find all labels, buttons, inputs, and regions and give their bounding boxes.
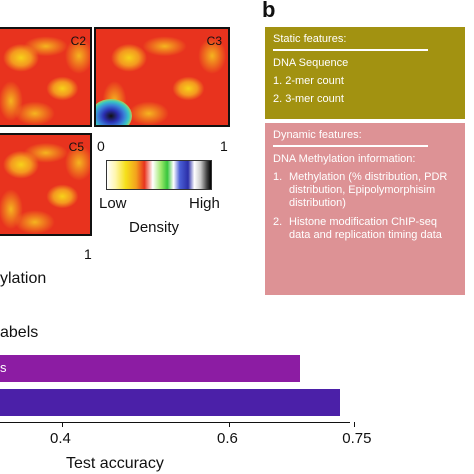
density-panel-c5: C5 [0, 133, 92, 236]
list-number: 1. [273, 171, 283, 183]
colorbar-low-label: Low [99, 195, 127, 212]
static-feature-item: 1. 2-mer count [273, 75, 344, 87]
x-tick-mark [228, 422, 230, 427]
accuracy-bar [0, 355, 300, 382]
static-feature-item: 2. 3-mer count [273, 93, 344, 105]
dynamic-features-subtitle: DNA Methylation information: [273, 153, 416, 165]
x-tick-label: 0.75 [342, 430, 372, 447]
c3-x-tick-0: 0 [97, 138, 105, 154]
x-axis-title: Test accuracy [66, 455, 164, 472]
panel-label-c2: C2 [70, 34, 86, 48]
x-axis-label-partial: ylation [0, 270, 47, 287]
bar-label: s [0, 360, 7, 375]
panel-label-c5: C5 [68, 140, 84, 154]
c3-x-tick-1: 1 [220, 138, 228, 154]
colorbar-high-label: High [189, 195, 220, 212]
dynamic-features-box: Dynamic features: DNA Methylation inform… [265, 123, 465, 295]
static-features-box: Static features: DNA Sequence 1. 2-mer c… [265, 27, 465, 119]
list-number: 2. [273, 216, 283, 228]
c5-x-tick-1: 1 [84, 246, 92, 262]
density-panel-c2: C2 [0, 27, 92, 127]
list-text: Methylation (% distribution, PDR distrib… [289, 171, 448, 209]
bar-section-label: abels [0, 324, 39, 341]
dynamic-feature-item: 2. Histone modification ChIP-seq data an… [273, 216, 457, 242]
static-features-rule [273, 49, 428, 51]
density-hotspot [96, 99, 132, 125]
dynamic-features-rule [273, 145, 428, 147]
x-tick-label: 0.6 [217, 430, 238, 447]
x-tick-mark [353, 422, 355, 427]
static-features-subtitle: DNA Sequence [273, 57, 349, 69]
dynamic-feature-item: 1. Methylation (% distribution, PDR dist… [273, 171, 457, 210]
list-text: Histone modification ChIP-seq data and r… [289, 216, 442, 241]
x-tick-mark [61, 422, 63, 427]
colorbar-title: Density [129, 219, 180, 236]
density-colorbar [106, 160, 212, 190]
dynamic-features-title: Dynamic features: [273, 129, 362, 141]
accuracy-bar [0, 389, 341, 416]
static-features-title: Static features: [273, 33, 347, 45]
x-axis-line [0, 422, 350, 423]
panel-letter-b: b [262, 0, 276, 22]
density-panel-c3: C3 [94, 27, 230, 127]
panel-label-c3: C3 [206, 34, 222, 48]
x-tick-label: 0.4 [50, 430, 71, 447]
